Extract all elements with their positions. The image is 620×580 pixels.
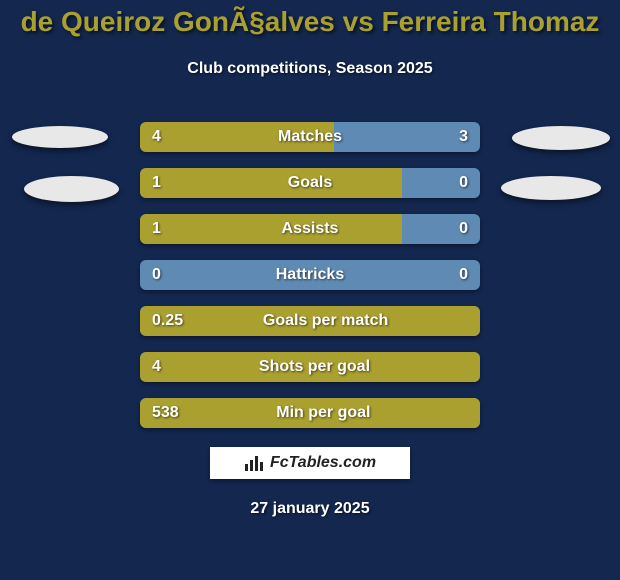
bar-text: 1Assists0 (140, 214, 480, 244)
bar-label: Hattricks (161, 266, 459, 284)
bar-value-right: 0 (459, 266, 468, 284)
bar-value-left: 0 (152, 266, 161, 284)
bar-value-left: 0.25 (152, 312, 183, 330)
bar-value-left: 4 (152, 128, 161, 146)
bar-label: Matches (161, 128, 459, 146)
bar-value-left: 1 (152, 220, 161, 238)
bar-value-right: 0 (459, 174, 468, 192)
team-logo-placeholder (24, 176, 119, 202)
bar-label: Shots per goal (161, 358, 468, 376)
stat-bar: 4Shots per goal (140, 352, 480, 382)
bar-value-right: 3 (459, 128, 468, 146)
team-logo-placeholder (512, 126, 610, 150)
comparison-bars: 4Matches31Goals01Assists00Hattricks00.25… (140, 122, 480, 444)
stat-bar: 1Assists0 (140, 214, 480, 244)
stat-bar: 4Matches3 (140, 122, 480, 152)
bar-text: 538Min per goal (140, 398, 480, 428)
bar-value-right: 0 (459, 220, 468, 238)
bar-value-left: 1 (152, 174, 161, 192)
footer-logo-text: FcTables.com (270, 454, 376, 472)
bars-icon (244, 454, 264, 472)
bar-text: 0.25Goals per match (140, 306, 480, 336)
bar-value-left: 4 (152, 358, 161, 376)
stat-bar: 538Min per goal (140, 398, 480, 428)
bar-label: Min per goal (179, 404, 468, 422)
bar-label: Goals (161, 174, 459, 192)
bar-text: 1Goals0 (140, 168, 480, 198)
fctables-logo: FcTables.com (210, 447, 410, 479)
bar-label: Assists (161, 220, 459, 238)
team-logo-placeholder (501, 176, 601, 200)
stat-bar: 0Hattricks0 (140, 260, 480, 290)
stat-bar: 0.25Goals per match (140, 306, 480, 336)
page-title: de Queiroz GonÃ§alves vs Ferreira Thomaz (0, 6, 620, 38)
bar-text: 4Shots per goal (140, 352, 480, 382)
date-label: 27 january 2025 (0, 500, 620, 518)
bar-value-left: 538 (152, 404, 179, 422)
page-subtitle: Club competitions, Season 2025 (0, 60, 620, 78)
stat-bar: 1Goals0 (140, 168, 480, 198)
bar-text: 4Matches3 (140, 122, 480, 152)
bar-label: Goals per match (183, 312, 468, 330)
team-logo-placeholder (12, 126, 108, 148)
bar-text: 0Hattricks0 (140, 260, 480, 290)
